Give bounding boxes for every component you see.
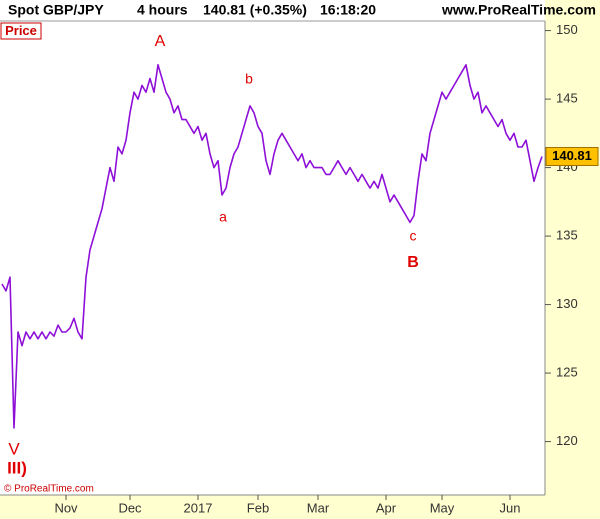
annotation: III) [7,458,27,477]
copyright: © ProRealTime.com [4,484,94,495]
site: www.ProRealTime.com [441,2,596,18]
last-price-label: 140.81 [552,148,592,163]
time-axis-bg [0,495,600,519]
price-axis-bg [545,0,600,519]
annotation: c [410,228,417,244]
x-tick-label: Feb [247,500,269,515]
annotation: a [219,209,227,225]
quote: 140.81 (+0.35%) [203,2,307,18]
chart-title: Price [5,23,37,38]
last-price-box [545,146,599,166]
y-tick-label: 120 [556,433,578,448]
x-tick-label: Apr [376,500,397,515]
price-line [1,64,543,429]
header-mark [0,0,6,20]
price-label-box [0,22,42,40]
x-tick-label: Jun [500,500,521,515]
y-tick-label: 130 [556,296,578,311]
timeframe: 4 hours [137,2,188,18]
x-tick-label: Nov [54,500,78,515]
annotation: A [155,33,166,50]
x-tick-label: 2017 [184,500,213,515]
x-tick-label: Mar [307,500,330,515]
y-tick-label: 125 [556,365,578,380]
y-tick-label: 135 [556,228,578,243]
time: 16:18:20 [320,2,376,18]
x-tick-label: Dec [118,500,142,515]
annotation: B [407,254,419,271]
symbol: Spot GBP/JPY [8,2,104,18]
x-tick-label: May [430,500,455,515]
y-tick-label: 150 [556,22,578,37]
y-tick-label: 145 [556,91,578,106]
annotation: V [8,439,20,458]
annotation: b [245,71,253,87]
